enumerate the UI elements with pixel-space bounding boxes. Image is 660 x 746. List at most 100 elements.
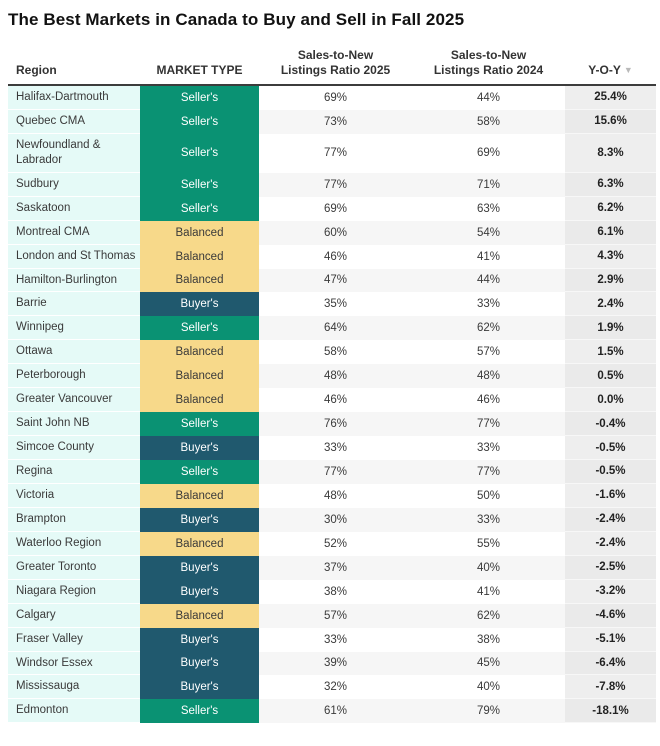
table-row[interactable]: Newfoundland & Labrador Seller's 77% 69%… xyxy=(8,133,656,173)
table-row[interactable]: Saskatoon Seller's 69% 63% 6.2% xyxy=(8,196,656,221)
yoy-cell: 1.9% xyxy=(565,316,656,341)
ratio-2025-cell: 33% xyxy=(323,633,348,646)
ratio-2025-cell: 46% xyxy=(323,250,348,263)
region-cell: Ottawa xyxy=(8,340,140,365)
yoy-cell: 2.9% xyxy=(565,268,656,293)
ratio-2025-cell: 48% xyxy=(259,364,412,389)
region-cell: Sudbury xyxy=(8,172,140,197)
table-row[interactable]: Niagara Region Buyer's 38% 41% -3.2% xyxy=(8,579,656,604)
ratio-2025-cell: 52% xyxy=(323,537,348,550)
table-row[interactable]: Winnipeg Seller's 64% 62% 1.9% xyxy=(8,316,656,341)
yoy-cell: -2.4% xyxy=(565,531,656,556)
region-cell: Victoria xyxy=(8,483,140,508)
region-cell: London and St Thomas xyxy=(8,244,140,269)
ratio-2024-cell: 77% xyxy=(412,412,565,437)
column-header-market-type[interactable]: MARKET TYPE xyxy=(156,63,243,77)
ratio-2024-cell: 54% xyxy=(412,220,565,245)
column-header-ratio-2024[interactable]: Sales-to-New Listings Ratio 2024 xyxy=(433,48,544,77)
ratio-2025-cell: 38% xyxy=(323,585,348,598)
region-cell: Fraser Valley xyxy=(8,627,140,652)
yoy-cell: 15.6% xyxy=(565,109,656,134)
yoy-cell: -5.1% xyxy=(565,627,656,652)
table-row[interactable]: Ottawa Balanced 58% 57% 1.5% xyxy=(8,340,656,365)
table-row[interactable]: Edmonton Seller's 61% 79% -18.1% xyxy=(8,699,656,724)
region-cell: Brampton xyxy=(8,507,140,532)
market-type-badge: Seller's xyxy=(140,699,259,724)
yoy-cell: -0.4% xyxy=(565,412,656,437)
table-row[interactable]: Greater Vancouver Balanced 46% 46% 0.0% xyxy=(8,388,656,413)
market-type-badge: Seller's xyxy=(140,133,259,173)
yoy-cell: 1.5% xyxy=(565,340,656,365)
table-row[interactable]: Hamilton-Burlington Balanced 47% 44% 2.9… xyxy=(8,268,656,293)
yoy-cell: -1.6% xyxy=(565,483,656,508)
yoy-cell: 0.5% xyxy=(565,364,656,389)
table-row[interactable]: Montreal CMA Balanced 60% 54% 6.1% xyxy=(8,220,656,245)
region-cell: Saint John NB xyxy=(8,412,140,437)
table-row[interactable]: Greater Toronto Buyer's 37% 40% -2.5% xyxy=(8,555,656,580)
market-type-badge: Seller's xyxy=(140,412,259,437)
ratio-2024-cell: 33% xyxy=(476,442,501,455)
ratio-2024-cell: 63% xyxy=(476,202,501,215)
yoy-cell: 6.2% xyxy=(565,196,656,221)
table-row[interactable]: Calgary Balanced 57% 62% -4.6% xyxy=(8,603,656,628)
ratio-2024-cell: 58% xyxy=(412,109,565,134)
market-type-badge: Buyer's xyxy=(140,555,259,580)
ratio-2025-cell: 69% xyxy=(323,91,348,104)
yoy-cell: -6.4% xyxy=(565,651,656,676)
column-header-region[interactable]: Region xyxy=(16,63,57,77)
table-row[interactable]: Waterloo Region Balanced 52% 55% -2.4% xyxy=(8,531,656,556)
ratio-2025-cell: 39% xyxy=(259,651,412,676)
ratio-2025-cell: 77% xyxy=(259,460,412,484)
table-row[interactable]: Saint John NB Seller's 76% 77% -0.4% xyxy=(8,412,656,437)
table-header-row: Region MARKET TYPE Sales-to-New Listings… xyxy=(8,48,656,86)
table-row[interactable]: Fraser Valley Buyer's 33% 38% -5.1% xyxy=(8,627,656,652)
market-type-badge: Seller's xyxy=(140,460,259,484)
ratio-2024-cell: 44% xyxy=(476,91,501,104)
table-row[interactable]: Victoria Balanced 48% 50% -1.6% xyxy=(8,483,656,508)
table-row[interactable]: Brampton Buyer's 30% 33% -2.4% xyxy=(8,507,656,532)
region-cell: Montreal CMA xyxy=(8,220,140,245)
market-type-badge: Buyer's xyxy=(140,651,259,676)
region-cell: Barrie xyxy=(8,292,140,317)
region-cell: Hamilton-Burlington xyxy=(8,268,140,293)
column-header-ratio-2025[interactable]: Sales-to-New Listings Ratio 2025 xyxy=(280,48,391,77)
region-cell: Winnipeg xyxy=(8,316,140,341)
ratio-2024-cell: 33% xyxy=(476,298,501,311)
region-cell: Greater Toronto xyxy=(8,555,140,580)
market-type-badge: Seller's xyxy=(140,316,259,341)
yoy-cell: -3.2% xyxy=(565,579,656,604)
ratio-2025-cell: 60% xyxy=(259,220,412,245)
table-row[interactable]: London and St Thomas Balanced 46% 41% 4.… xyxy=(8,244,656,269)
table-row[interactable]: Regina Seller's 77% 77% -0.5% xyxy=(8,460,656,484)
table-row[interactable]: Peterborough Balanced 48% 48% 0.5% xyxy=(8,364,656,389)
table-row[interactable]: Barrie Buyer's 35% 33% 2.4% xyxy=(8,292,656,317)
region-cell: Calgary xyxy=(8,603,140,628)
yoy-cell: -0.5% xyxy=(565,436,656,460)
region-cell: Edmonton xyxy=(8,699,140,724)
yoy-cell: -18.1% xyxy=(565,699,656,724)
table-row[interactable]: Quebec CMA Seller's 73% 58% 15.6% xyxy=(8,109,656,134)
ratio-2024-cell: 38% xyxy=(476,633,501,646)
table-row[interactable]: Halifax-Dartmouth Seller's 69% 44% 25.4% xyxy=(8,86,656,110)
ratio-2025-cell: 33% xyxy=(323,442,348,455)
market-type-badge: Balanced xyxy=(140,220,259,245)
ratio-2025-cell: 69% xyxy=(323,202,348,215)
ratio-2024-cell: 40% xyxy=(412,555,565,580)
table-row[interactable]: Simcoe County Buyer's 33% 33% -0.5% xyxy=(8,436,656,460)
ratio-2024-cell: 62% xyxy=(412,603,565,628)
yoy-cell: -2.5% xyxy=(565,555,656,580)
market-type-badge: Seller's xyxy=(140,109,259,134)
market-type-badge: Balanced xyxy=(140,244,259,269)
market-type-badge: Seller's xyxy=(140,196,259,221)
market-type-badge: Balanced xyxy=(140,340,259,365)
table-row[interactable]: Mississauga Buyer's 32% 40% -7.8% xyxy=(8,675,656,700)
table-row[interactable]: Windsor Essex Buyer's 39% 45% -6.4% xyxy=(8,651,656,676)
region-cell: Peterborough xyxy=(8,364,140,389)
region-cell: Greater Vancouver xyxy=(8,388,140,413)
table-row[interactable]: Sudbury Seller's 77% 71% 6.3% xyxy=(8,172,656,197)
ratio-2024-cell: 79% xyxy=(412,699,565,724)
column-header-yoy[interactable]: Y-O-Y ▼ xyxy=(565,63,656,78)
region-cell: Newfoundland & Labrador xyxy=(8,133,140,173)
ratio-2025-cell: 32% xyxy=(323,681,348,694)
market-type-badge: Balanced xyxy=(140,531,259,556)
